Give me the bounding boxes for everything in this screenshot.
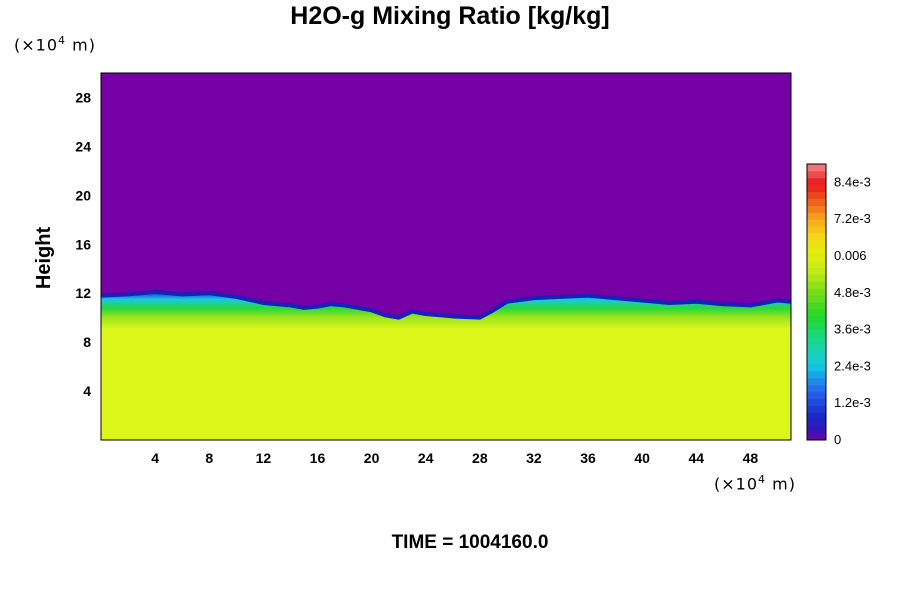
plot-frame [100, 72, 792, 441]
colorbar: 0 1.2e-3 2.4e-3 3.6e-3 4.8e-3 0.006 7.2e-3 8.4e… [806, 163, 871, 447]
colorbar-swatch [807, 184, 826, 193]
colorbar-label: 0.006 [834, 248, 867, 263]
colorbar-swatch [807, 384, 826, 393]
time-label: TIME = 1004160.0 [391, 532, 549, 553]
y-tick-label: 8 [83, 334, 91, 350]
colorbar-swatch [807, 322, 826, 331]
colorbar-swatch [807, 308, 826, 317]
y-axis-unit: (×104 m) [14, 34, 96, 55]
colorbar-swatch [807, 357, 826, 365]
moist-layer [101, 291, 791, 440]
x-tick-label: 24 [418, 450, 434, 466]
moist-layer-edge [101, 289, 791, 320]
x-tick-label: 48 [743, 450, 759, 466]
x-tick-label: 36 [580, 450, 596, 466]
colorbar-label: 1.2e-3 [834, 395, 871, 410]
colorbar-swatch [807, 226, 826, 234]
y-tick-labels: 4 8 12 16 20 24 28 [75, 89, 91, 399]
x-tick-label: 4 [151, 450, 159, 466]
colorbar-label: 0 [834, 432, 841, 447]
colorbar-swatch [807, 219, 826, 227]
x-tick-label: 20 [364, 450, 380, 466]
colorbar-swatch [807, 260, 826, 268]
colorbar-swatch [807, 212, 826, 220]
y-tick-label: 20 [75, 187, 91, 203]
colorbar-swatch [807, 343, 826, 351]
chart-title: H2O-g Mixing Ratio [kg/kg] [290, 2, 610, 30]
y-axis-label: Height [33, 227, 55, 290]
x-axis-unit: (×104 m) [714, 473, 796, 494]
colorbar-label: 3.6e-3 [834, 322, 871, 337]
colorbar-swatch [807, 405, 826, 413]
y-tick-label: 28 [75, 89, 91, 105]
x-tick-labels: 4 8 12 16 20 24 28 32 36 40 44 48 [151, 450, 758, 466]
colorbar-label: 2.4e-3 [834, 358, 871, 373]
colorbar-frame [806, 163, 827, 441]
colorbar-swatch [807, 412, 826, 420]
y-tick-label: 4 [83, 383, 91, 399]
x-tick-label: 28 [472, 450, 488, 466]
colorbar-swatch [807, 433, 826, 441]
colorbar-label: 4.8e-3 [834, 285, 871, 300]
colorbar-swatch [807, 419, 826, 427]
colorbar-swatch [807, 177, 826, 186]
colorbar-swatch [807, 253, 826, 262]
colorbar-swatch [807, 164, 826, 172]
x-tick-label: 12 [256, 450, 272, 466]
colorbar-swatch [807, 274, 826, 282]
x-tick-label: 32 [526, 450, 542, 466]
colorbar-swatch [807, 398, 826, 406]
x-tick-label: 40 [634, 450, 650, 466]
colorbar-label: 7.2e-3 [834, 211, 871, 226]
x-tick-label: 8 [205, 450, 213, 466]
colorbar-swatch [807, 426, 826, 434]
y-tick-label: 16 [75, 236, 91, 252]
colorbar-swatch [807, 295, 826, 303]
colorbar-swatch [807, 198, 826, 206]
x-tick-label: 44 [689, 450, 705, 466]
colorbar-swatch [807, 233, 826, 241]
colorbar-swatch [807, 246, 826, 255]
y-tick-label: 24 [75, 138, 91, 154]
colorbar-swatch [807, 239, 826, 248]
colorbar-swatch [807, 329, 826, 337]
colorbar-swatch [807, 170, 826, 179]
colorbar-swatch [807, 371, 826, 379]
colorbar-swatch [807, 364, 826, 372]
colorbar-swatch [807, 267, 826, 275]
colorbar-swatch [807, 288, 826, 296]
colorbar-swatch [807, 191, 826, 199]
colorbar-swatch [807, 205, 826, 213]
colorbar-swatch [807, 350, 826, 358]
x-tick-label: 16 [310, 450, 326, 466]
colorbar-swatch [807, 336, 826, 344]
colorbar-label: 8.4e-3 [834, 174, 871, 189]
colorbar-swatch [807, 391, 826, 400]
colorbar-swatch [807, 281, 826, 289]
colorbar-swatch [807, 315, 826, 324]
colorbar-swatch [807, 302, 826, 310]
y-tick-label: 12 [75, 285, 91, 301]
colorbar-swatch [807, 377, 826, 386]
